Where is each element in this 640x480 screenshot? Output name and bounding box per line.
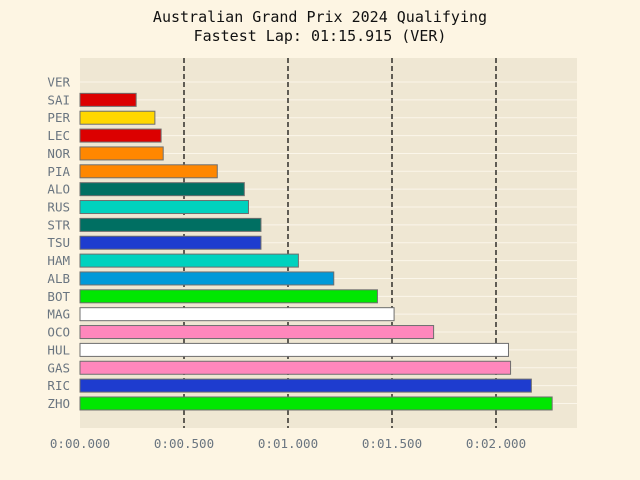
y-tick-label: BOT (47, 289, 70, 304)
y-tick-label: VER (47, 75, 70, 90)
bar-pia (79, 164, 218, 179)
bar-tsu (79, 235, 262, 250)
y-tick-label: STR (47, 217, 70, 232)
x-tick-label: 0:00.500 (154, 436, 214, 451)
bar-oco (79, 325, 435, 340)
bar-mag (79, 307, 395, 322)
y-tick-label: HAM (47, 253, 70, 268)
bar-zho (79, 396, 553, 411)
y-tick-label: OCO (47, 325, 70, 340)
bar-lec (79, 128, 162, 143)
y-tick-label: RUS (47, 200, 70, 215)
y-tick-label: LEC (47, 128, 70, 143)
bar-gas (79, 360, 512, 375)
y-tick-label: RIC (47, 378, 70, 393)
y-tick-label: TSU (47, 235, 70, 250)
bar-sai (79, 92, 137, 107)
y-tick-label: ALO (47, 182, 70, 197)
chart-subtitle: Fastest Lap: 01:15.915 (VER) (194, 27, 447, 45)
y-tick-label: NOR (47, 146, 70, 161)
y-tick-label: ZHO (47, 396, 70, 411)
bar-ric (79, 378, 532, 393)
y-tick-label: HUL (47, 342, 70, 357)
y-tick-label: MAG (47, 307, 70, 322)
bar-rus (79, 200, 249, 215)
x-tick-label: 0:01.500 (362, 436, 422, 451)
bar-per (79, 110, 156, 125)
x-tick-label: 0:00.000 (50, 436, 110, 451)
bar-bot (79, 289, 378, 304)
y-tick-label: SAI (47, 92, 70, 107)
y-tick-label: PIA (47, 164, 70, 179)
bar-nor (79, 146, 164, 161)
bar-alb (79, 271, 335, 286)
x-tick-label: 0:01.000 (258, 436, 318, 451)
y-tick-label: PER (47, 110, 70, 125)
y-tick-label: GAS (47, 360, 70, 375)
bar-hul (79, 342, 509, 357)
bar-alo (79, 182, 245, 197)
x-tick-label: 0:02.000 (466, 436, 526, 451)
bar-str (79, 217, 262, 232)
bar-ham (79, 253, 299, 268)
chart-title: Australian Grand Prix 2024 Qualifying (153, 8, 487, 26)
y-tick-label: ALB (47, 271, 70, 286)
